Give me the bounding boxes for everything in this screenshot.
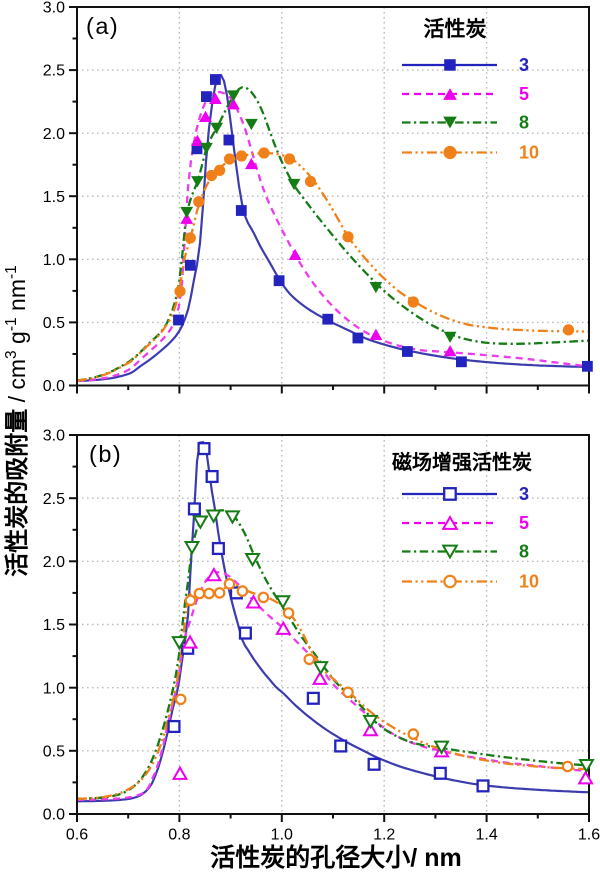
svg-text:1.5: 1.5 — [43, 189, 65, 206]
svg-text:(b): (b) — [89, 441, 122, 467]
svg-text:2.0: 2.0 — [43, 126, 65, 143]
svg-text:磁场增强活性炭: 磁场增强活性炭 — [392, 450, 532, 474]
svg-text:3.0: 3.0 — [43, 0, 65, 17]
svg-text:5: 5 — [519, 84, 529, 104]
svg-text:1.2: 1.2 — [373, 827, 395, 844]
svg-text:2.5: 2.5 — [43, 491, 65, 508]
svg-text:1.6: 1.6 — [578, 827, 600, 844]
svg-text:10: 10 — [519, 572, 539, 592]
svg-text:8: 8 — [519, 542, 529, 562]
svg-text:2.0: 2.0 — [43, 554, 65, 571]
svg-text:活性炭的吸附量 / cm3 g-1 nm-1: 活性炭的吸附量 / cm3 g-1 nm-1 — [3, 265, 31, 577]
svg-text:0.5: 0.5 — [43, 743, 65, 760]
svg-text:1.0: 1.0 — [43, 680, 65, 697]
svg-text:8: 8 — [519, 113, 529, 133]
svg-text:活性炭的孔径大小/ nm: 活性炭的孔径大小/ nm — [210, 843, 461, 871]
svg-text:3.0: 3.0 — [43, 428, 65, 445]
svg-text:3: 3 — [519, 55, 529, 75]
svg-text:1.0: 1.0 — [271, 827, 293, 844]
svg-text:0.0: 0.0 — [43, 807, 65, 824]
svg-text:1.0: 1.0 — [43, 252, 65, 269]
svg-text:0.5: 0.5 — [43, 315, 65, 332]
svg-text:10: 10 — [519, 143, 539, 163]
svg-text:0.8: 0.8 — [168, 827, 190, 844]
svg-text:3: 3 — [519, 484, 529, 504]
svg-text:0.6: 0.6 — [66, 827, 88, 844]
svg-text:(a): (a) — [86, 13, 119, 39]
svg-text:0.0: 0.0 — [43, 378, 65, 395]
svg-text:5: 5 — [519, 513, 529, 533]
svg-text:2.5: 2.5 — [43, 63, 65, 80]
svg-text:活性炭: 活性炭 — [424, 17, 487, 41]
svg-text:1.4: 1.4 — [475, 827, 497, 844]
svg-text:1.5: 1.5 — [43, 617, 65, 634]
